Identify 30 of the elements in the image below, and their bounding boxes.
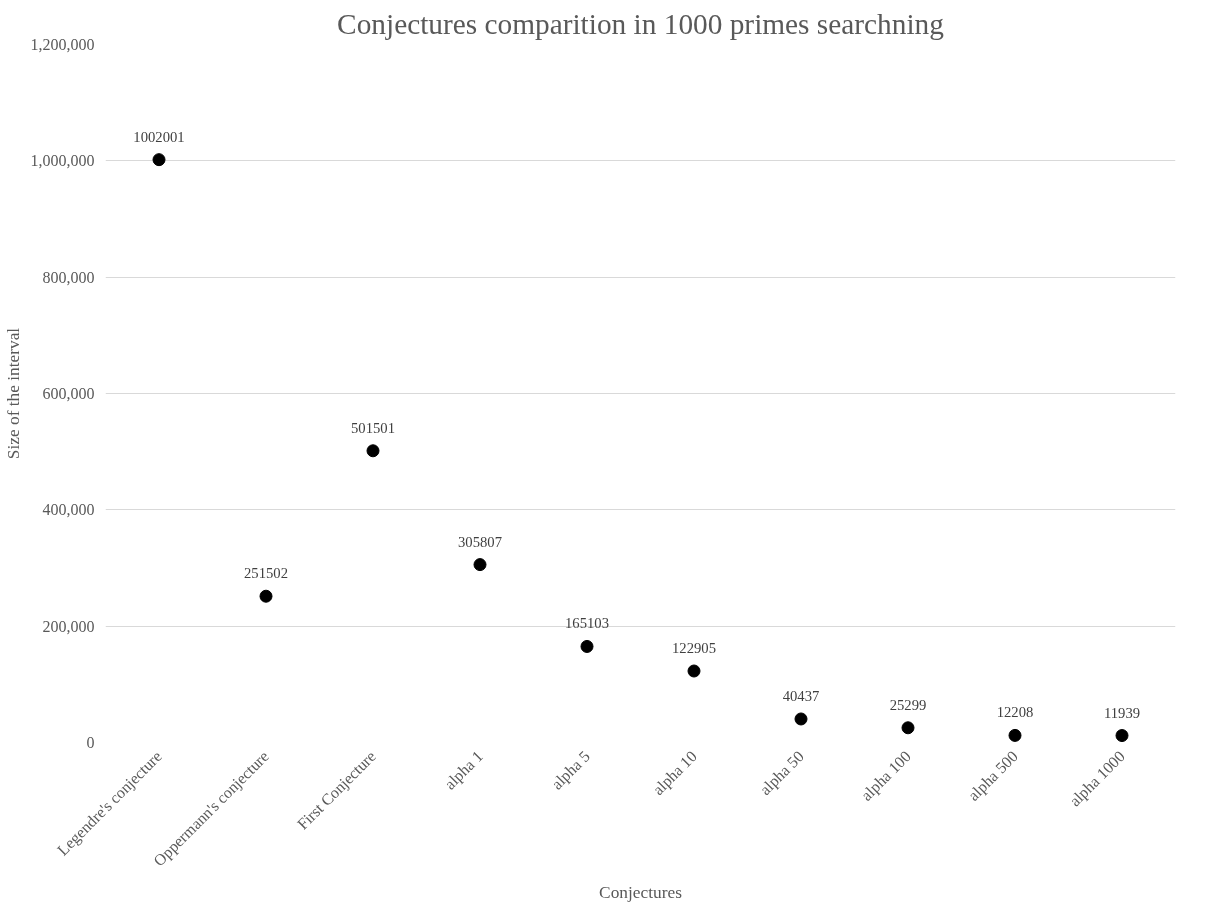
data-label: 122905 [672, 640, 716, 657]
y-tick-label: 600,000 [42, 385, 95, 402]
data-label: 305807 [458, 533, 502, 550]
data-label: 25299 [889, 696, 927, 713]
point [901, 721, 915, 735]
x-axis-title: Conjectures [599, 883, 683, 903]
y-tick-label: 200,000 [42, 617, 95, 635]
chart-title: Conjectures comparition in 1000 primes searchning [337, 7, 945, 40]
data-label: 501501 [351, 419, 395, 436]
point [259, 589, 273, 603]
point [366, 444, 380, 458]
point [687, 664, 701, 678]
data-label: 1002001 [133, 128, 185, 145]
data-label: 40437 [782, 687, 820, 704]
point [580, 639, 594, 653]
data-label: 12208 [996, 704, 1034, 721]
y-tick-label: 1,200,000 [30, 36, 95, 53]
point [152, 153, 166, 167]
y-tick-label: 400,000 [42, 501, 95, 519]
point [1008, 728, 1022, 742]
point [473, 558, 487, 572]
point [794, 712, 808, 726]
data-label: 251502 [244, 565, 288, 582]
y-tick-label: 0 [86, 734, 95, 751]
data-label: 11939 [1103, 704, 1141, 721]
y-tick-label: 800,000 [42, 268, 95, 286]
y-axis-title: Size of the interval [3, 327, 23, 460]
point [1115, 729, 1129, 743]
data-label: 165103 [565, 615, 609, 632]
y-tick-label: 1,000,000 [30, 152, 95, 170]
